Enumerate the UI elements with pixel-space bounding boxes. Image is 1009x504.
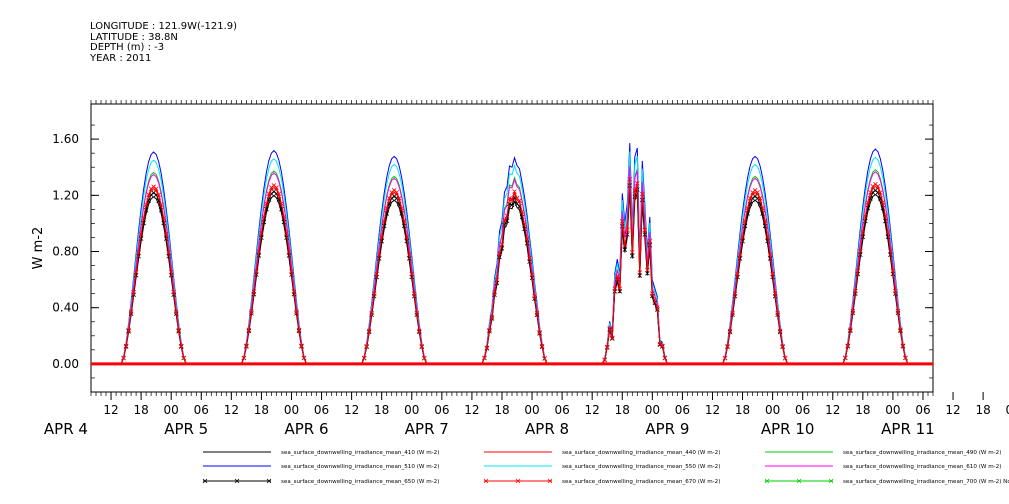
x-hour-tick-label: 12: [705, 403, 720, 417]
x-hour-tick-label: 12: [945, 403, 960, 417]
x-day-label: APR 8: [525, 420, 569, 438]
x-hour-tick-label: 00: [404, 403, 419, 417]
legend-label: sea_surface_downwelling_irradiance_mean_…: [281, 464, 439, 470]
series-line: [91, 179, 933, 365]
x-hour-tick-label: 12: [344, 403, 359, 417]
legend-label: sea_surface_downwelling_irradiance_mean_…: [281, 450, 439, 456]
x-day-label: APR 4: [44, 420, 88, 438]
x-hour-tick-label: 18: [254, 403, 269, 417]
x-hour-tick-label: 00: [164, 403, 179, 417]
legend-label: sea_surface_downwelling_irradiance_mean_…: [843, 464, 1001, 470]
x-hour-tick-label: 12: [585, 403, 600, 417]
legend-marker: [796, 478, 802, 484]
x-day-label: APR 6: [284, 420, 328, 438]
year-label: YEAR : 2011: [90, 52, 152, 64]
series-markers: [121, 176, 908, 363]
series-line: [91, 164, 933, 365]
series-line: [91, 166, 933, 365]
longitude-label: LONGITUDE : 121.9W(-121.9): [90, 21, 237, 32]
series-line: [91, 185, 933, 365]
legend-label: sea_surface_downwelling_irradiance_mean_…: [562, 464, 720, 470]
x-hour-tick-label: 12: [103, 403, 118, 417]
x-hour-tick-label: 06: [675, 403, 690, 417]
series-line: [91, 151, 933, 365]
series-line: [91, 142, 933, 365]
legend-label: sea_surface_downwelling_irradiance_mean_…: [843, 450, 1001, 456]
metadata-header: LONGITUDE : 121.9W(-121.9) LATITUDE : 38…: [90, 21, 237, 64]
y-axis-label: W m-2: [31, 227, 46, 270]
x-hour-tick-label: 00: [765, 403, 780, 417]
y-tick-label: 1.60: [52, 132, 79, 146]
x-hour-tick-label: 00: [1006, 403, 1009, 417]
x-hour-tick-label: 00: [885, 403, 900, 417]
legend-marker: [483, 478, 489, 484]
x-day-label: APR 7: [405, 420, 449, 438]
x-hour-tick-label: 06: [194, 403, 209, 417]
series-markers: [121, 183, 908, 363]
legend-label: sea_surface_downwelling_irradiance_mean_…: [281, 479, 439, 485]
x-hour-tick-label: 00: [284, 403, 299, 417]
y-tick-label: 1.20: [52, 188, 79, 202]
x-hour-tick-label: 12: [464, 403, 479, 417]
legend-marker: [202, 478, 208, 484]
series-line: [91, 189, 933, 365]
x-hour-tick-label: 00: [645, 403, 660, 417]
x-hour-tick-label: 06: [795, 403, 810, 417]
x-hour-tick-label: 06: [314, 403, 329, 417]
x-hour-tick-label: 12: [825, 403, 840, 417]
legend-label: sea_surface_downwelling_irradiance_mean_…: [843, 479, 1009, 485]
x-day-label: APR 9: [645, 420, 689, 438]
x-hour-tick-label: 06: [554, 403, 569, 417]
legend-marker: [828, 478, 834, 484]
legend-label: sea_surface_downwelling_irradiance_mean_…: [562, 450, 720, 456]
legend-marker: [266, 478, 272, 484]
x-day-label: APR 11: [881, 420, 935, 438]
x-hour-tick-label: 18: [975, 403, 990, 417]
x-hour-tick-label: 18: [855, 403, 870, 417]
legend-label: sea_surface_downwelling_irradiance_mean_…: [562, 479, 720, 485]
x-hour-tick-label: 00: [524, 403, 539, 417]
y-tick-label: 0.00: [52, 357, 79, 371]
x-hour-tick-label: 18: [374, 403, 389, 417]
x-hour-tick-label: 18: [735, 403, 750, 417]
x-hour-tick-label: 06: [915, 403, 930, 417]
x-hour-tick-label: 18: [494, 403, 509, 417]
y-tick-label: 0.80: [52, 245, 79, 259]
x-minor-ticks: [90, 100, 934, 396]
plot-frame: [90, 103, 934, 393]
x-hour-tick-label: 18: [133, 403, 148, 417]
x-hour-tick-label: 18: [615, 403, 630, 417]
y-tick-label: 0.40: [52, 301, 79, 315]
x-hour-tick-label: 12: [224, 403, 239, 417]
legend-marker: [515, 478, 521, 484]
x-day-label: APR 5: [164, 420, 208, 438]
x-day-label: APR 10: [761, 420, 815, 438]
legend-marker: [764, 478, 770, 484]
latitude-label: LATITUDE : 38.8N: [90, 31, 178, 43]
depth-label: DEPTH (m) : -3: [90, 42, 165, 53]
legend-marker: [234, 478, 240, 484]
x-hour-tick-label: 06: [434, 403, 449, 417]
legend-marker: [547, 478, 553, 484]
